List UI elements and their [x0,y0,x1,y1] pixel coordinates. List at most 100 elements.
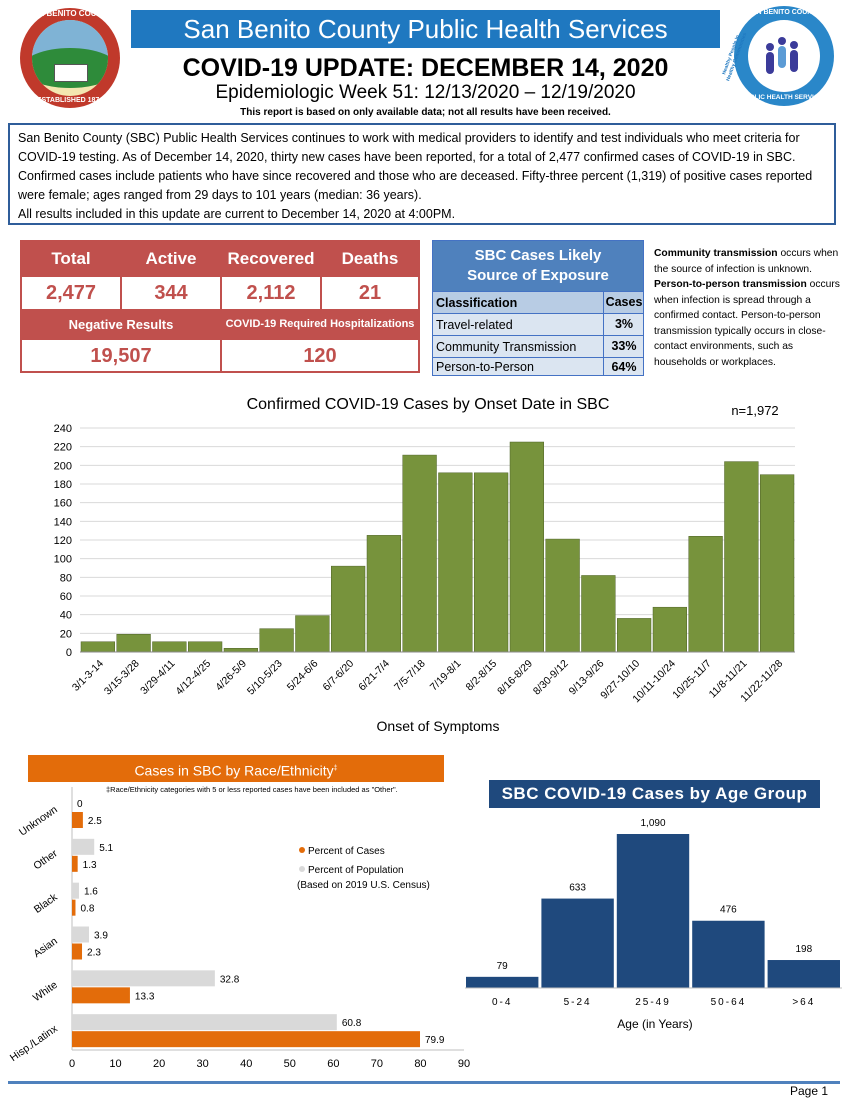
active-label: Active [121,241,221,276]
onset-chart-xlabel: Onset of Symptoms [377,718,500,734]
population-bar [72,1014,337,1031]
onset-bar [474,472,509,653]
onset-bar [760,474,795,653]
county-seal-logo: SAN BENITO COUNTY ESTABLISHED 1874 [20,8,120,108]
y-tick-label: 0 [66,647,72,659]
y-tick-label: 140 [54,516,72,528]
x-tick-label: 5/10-5/23 [245,658,285,698]
age-bar [466,976,539,988]
x-tick-label: 3/29-4/11 [138,658,177,697]
page-number: Page 1 [790,1084,829,1098]
exposure-title-line1: SBC Cases Likely [474,247,602,264]
onset-bar [116,634,151,653]
x-tick-label: 10/25-11/7 [670,658,714,702]
exposure-title-line2: Source of Exposure [467,267,609,284]
y-tick-label: 120 [54,535,72,547]
population-value-label: 1.6 [84,887,98,898]
exposure-row: Person-to-Person 64% [433,357,644,376]
x-tick-label: 4/26-5/9 [213,658,249,694]
x-tick-label: 7/5-7/18 [392,658,428,694]
onset-bar [509,441,544,653]
deaths-value: 21 [321,276,419,310]
summary-current-note: All results included in this update are … [18,207,456,221]
category-label: Unknown [17,804,60,839]
exposure-row-label: Person-to-Person [436,360,534,374]
population-bar [72,882,79,899]
active-value: 344 [121,276,221,310]
x-tick-label: 60 [327,1058,339,1070]
onset-bar [259,628,294,653]
age-category-label: 50-64 [711,997,747,1008]
category-label: Hisp./Latinx [8,1022,60,1064]
population-value-label: 32.8 [220,974,240,985]
category-label: Black [32,891,61,916]
cases-value-label: 13.3 [135,991,155,1002]
onset-bar [402,454,437,653]
age-bar [541,898,614,988]
summary-paragraph: San Benito County (SBC) Public Health Se… [18,131,813,202]
x-tick-label: 6/21-7/4 [356,658,392,694]
x-tick-label: 10 [109,1058,121,1070]
x-tick-label: 6/7-6/20 [321,658,357,694]
cases-bar [72,987,130,1004]
onset-bar [438,472,473,653]
y-tick-label: 60 [60,591,72,603]
person-to-person-term: Person-to-person transmission [654,279,807,290]
public-health-logo: SAN BENITO COUNTY PUBLIC HEALTH SERVICES… [721,6,834,106]
community-transmission-term: Community transmission [654,248,778,259]
onset-bar [688,536,723,653]
exposure-row-label: Travel-related [436,318,513,332]
col-cases: Cases [603,292,644,313]
onset-chart-annotation: n=1,972 [731,403,778,418]
category-label: Asian [31,935,60,960]
page-title: San Benito County Public Health Services [131,10,720,48]
y-tick-label: 240 [54,423,72,435]
exposure-row-value: 3% [603,314,644,335]
race-chart-title-text: Cases in SBC by Race/Ethnicity [134,762,334,779]
total-value: 2,477 [21,276,121,310]
x-tick-label: 3/15-3/28 [102,658,142,698]
col-classification: Classification [436,296,518,310]
age-value-label: 476 [720,905,737,916]
legend-population-swatch [299,866,305,872]
cases-bar [72,812,83,828]
cases-value-label: 1.3 [83,860,97,871]
exposure-header-row: Classification Cases [433,291,643,313]
negative-value: 19,507 [21,339,221,372]
x-tick-label: 70 [371,1058,383,1070]
age-category-label: 5-24 [564,997,592,1008]
x-tick-label: 8/16-8/29 [495,658,535,698]
recovered-label: Recovered [221,241,321,276]
onset-bar [617,618,652,653]
race-chart-title: Cases in SBC by Race/Ethnicity‡ [28,755,444,782]
y-tick-label: 100 [54,554,72,566]
x-tick-label: 40 [240,1058,252,1070]
onset-bar [331,565,366,653]
logo-top-text: SAN BENITO COUNTY [746,9,822,16]
x-tick-label: 80 [414,1058,426,1070]
age-chart: 79 0-4 633 5-24 1,090 25-49 476 50-64 198 >64 Age… [465,818,842,1031]
age-bar [692,920,765,988]
person-to-person-definition: occurs when infection is spread through … [654,279,840,368]
onset-bar [80,641,115,653]
age-category-label: 0-4 [492,997,512,1008]
y-tick-label: 40 [60,610,72,622]
population-value-label: 5.1 [99,843,113,854]
seal-bottom-text: ESTABLISHED 1874 [36,97,104,104]
footer-divider [8,1081,840,1084]
age-chart-title: SBC COVID-19 Cases by Age Group [489,780,820,808]
legend-cases-label: Percent of Cases [308,846,385,857]
exposure-row-value: 64% [603,358,644,376]
hospitalizations-value: 120 [221,339,419,372]
onset-bar [652,606,687,653]
category-label: White [31,979,60,1004]
x-tick-label: 5/24-6/6 [285,658,321,694]
onset-chart-title: Confirmed COVID-19 Cases by Onset Date i… [247,396,610,413]
onset-chart: Confirmed COVID-19 Cases by Onset Date i… [54,396,795,734]
cases-bar [72,1031,421,1048]
x-tick-label: 50 [284,1058,296,1070]
x-tick-label: 4/12-4/25 [173,658,213,698]
onset-bar [545,538,580,653]
age-category-label: >64 [792,997,815,1008]
cases-bar [72,899,76,916]
